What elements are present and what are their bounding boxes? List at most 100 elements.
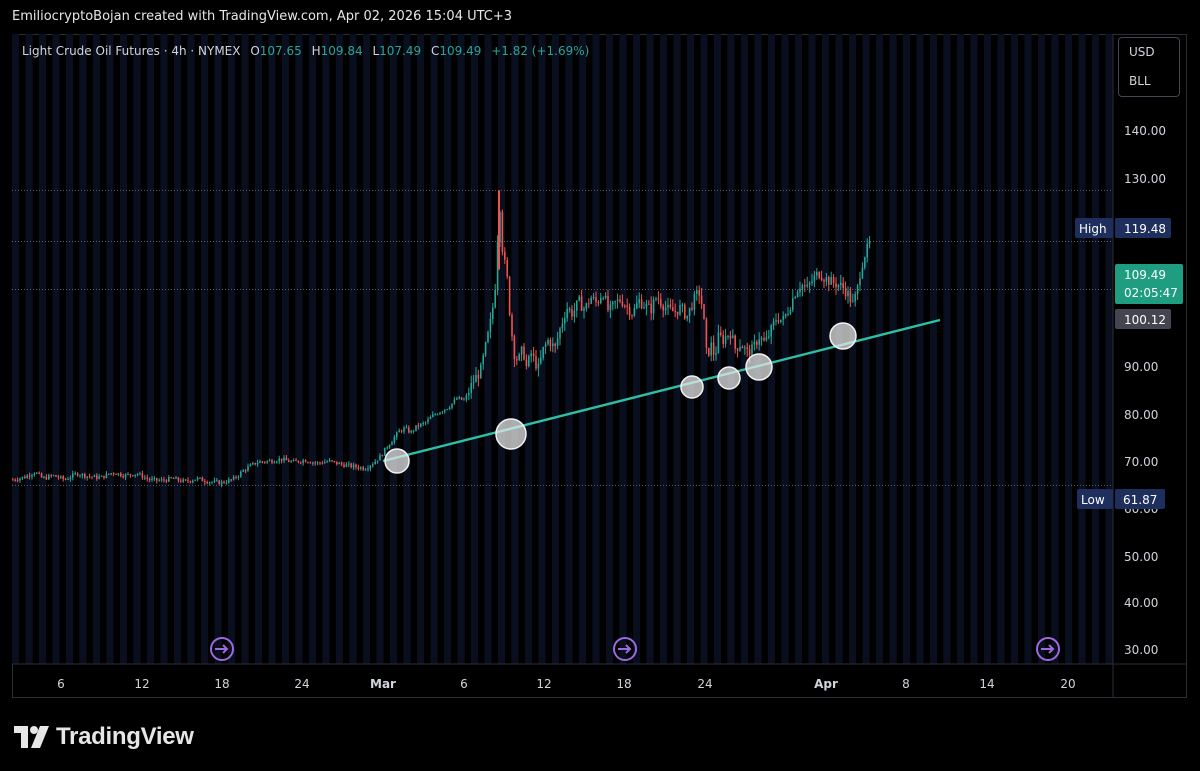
candle-body: [638, 299, 640, 304]
time-tick: 6: [57, 677, 65, 691]
candle-body: [264, 461, 266, 463]
candle-body: [811, 281, 813, 284]
top-bar: EmiliocryptoBojan created with TradingVi…: [0, 0, 1200, 34]
economic-event-icon[interactable]: [1036, 637, 1060, 661]
symbol-title[interactable]: Light Crude Oil Futures · 4h · NYMEX: [22, 44, 241, 58]
candle-body: [679, 304, 681, 315]
candle-body: [645, 303, 648, 308]
candle-body: [434, 414, 436, 416]
candle-body: [16, 480, 19, 482]
session-stripe: [538, 34, 546, 664]
session-stripe: [241, 34, 249, 664]
candle-body: [542, 346, 544, 358]
candle-body: [712, 342, 715, 355]
session-stripe: [187, 34, 195, 664]
session-stripe: [309, 34, 316, 664]
candle-body: [261, 461, 264, 463]
candle-body: [134, 474, 136, 476]
candle-body: [859, 278, 861, 286]
candle-body: [484, 342, 487, 356]
session-stripe: [619, 34, 627, 664]
session-stripe: [66, 34, 73, 664]
session-stripe: [349, 34, 357, 664]
candle-body: [398, 430, 400, 433]
candle-body: [866, 243, 868, 258]
candle-body: [489, 318, 492, 332]
economic-event-icon[interactable]: [210, 637, 234, 661]
price-tick: 50.00: [1124, 550, 1158, 564]
candle-body: [201, 477, 204, 482]
candle-body: [122, 476, 124, 478]
unit-button[interactable]: BLL: [1129, 74, 1151, 88]
candle-body: [206, 482, 208, 484]
candle-body: [211, 481, 213, 483]
candle-body: [175, 477, 177, 479]
candle-body: [256, 462, 259, 465]
currency-button[interactable]: USD: [1129, 45, 1155, 59]
candle-body: [129, 474, 132, 476]
candle-body: [823, 280, 825, 282]
candle-body: [590, 297, 592, 304]
candle-body: [664, 307, 667, 311]
candle-body: [91, 476, 93, 478]
candle-body: [67, 479, 69, 481]
time-tick: 24: [697, 677, 712, 691]
session-stripe: [525, 34, 532, 664]
chart-canvas[interactable]: 140.00 130.00 90.00 80.00 70.00 60.00 50…: [12, 34, 1187, 698]
time-tick: 6: [460, 677, 468, 691]
candle-body: [189, 481, 192, 483]
candle-body: [240, 471, 242, 477]
session-stripe: [363, 34, 370, 664]
candle-body: [50, 475, 52, 477]
candle-body: [420, 423, 422, 427]
candle-body: [439, 412, 441, 415]
candle-body: [801, 285, 804, 289]
time-tick: Apr: [814, 677, 838, 691]
currency-unit-selector[interactable]: USD BLL: [1118, 37, 1180, 97]
brand-name: TradingView: [56, 723, 194, 750]
candle-body: [487, 331, 489, 343]
time-axis[interactable]: 6 12 18 24 Mar 6 12 18 24 Apr 8 14 20: [57, 677, 1075, 691]
candle-body: [804, 285, 806, 287]
candle-body: [84, 473, 86, 478]
candle-body: [139, 473, 141, 475]
candle-body: [544, 344, 547, 347]
candle-body: [252, 462, 254, 465]
candle-body: [768, 336, 770, 338]
candle-body: [794, 297, 796, 299]
candle-body: [556, 338, 559, 346]
candle-body: [156, 477, 158, 481]
candle-body: [595, 297, 597, 303]
price-tick: 40.00: [1124, 596, 1158, 610]
candle-body: [840, 282, 842, 285]
high-label: High 119.48: [1075, 218, 1171, 238]
candle-body: [180, 480, 182, 482]
candle-body: [585, 303, 588, 309]
session-stripe: [160, 34, 168, 664]
candle-body: [237, 476, 240, 478]
candle-body: [182, 479, 184, 482]
candle-body: [60, 476, 62, 478]
price-axis[interactable]: 140.00 130.00 90.00 80.00 70.00 60.00 50…: [1124, 124, 1166, 657]
session-stripe: [79, 34, 87, 664]
close-label: C: [430, 44, 440, 58]
candle-body: [230, 479, 232, 481]
session-stripe: [1038, 34, 1045, 664]
candle-body: [362, 467, 364, 470]
session-stripe: [768, 34, 775, 664]
candle-body: [199, 477, 201, 479]
candle-body: [868, 241, 871, 244]
candle-body: [780, 319, 782, 323]
session-stripe: [403, 34, 411, 664]
session-stripe: [565, 34, 573, 664]
session-stripe: [498, 34, 505, 664]
candle-body: [756, 341, 758, 345]
economic-event-icon[interactable]: [613, 637, 637, 661]
price-tick: 130.00: [1124, 172, 1166, 186]
candle-body: [393, 437, 396, 443]
candle-body: [784, 314, 787, 317]
candle-body: [482, 355, 484, 365]
candle-body: [722, 334, 724, 344]
candle-body: [849, 290, 852, 302]
candle-body: [12, 479, 14, 481]
